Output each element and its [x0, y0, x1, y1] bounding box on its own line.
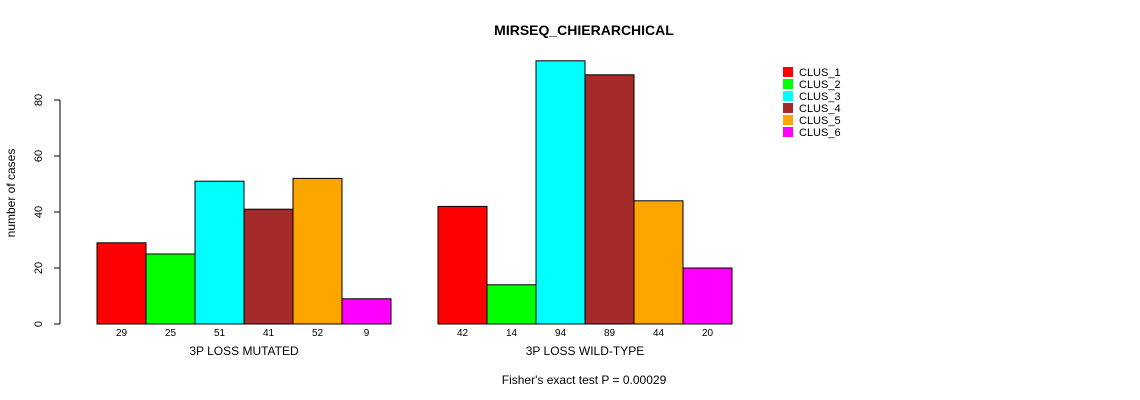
legend-label-clus-2: CLUS_2	[799, 79, 841, 91]
count-label-group2-clus-1: 42	[457, 328, 469, 339]
count-label-group1-clus-4: 41	[263, 328, 275, 339]
y-tick-label-80: 80	[33, 94, 45, 106]
legend-label-clus-4: CLUS_4	[799, 103, 841, 115]
count-label-group1-clus-6: 9	[364, 328, 370, 339]
chart-title: MIRSEQ_CHIERARCHICAL	[494, 22, 674, 38]
group-labels: 3P LOSS MUTATED 3P LOSS WILD-TYPE	[189, 344, 644, 358]
y-tick-label-0: 0	[33, 321, 45, 327]
legend-label-clus-3: CLUS_3	[799, 91, 841, 103]
y-tick-label-40: 40	[33, 206, 45, 218]
bar-group2-clus-3	[535, 60, 586, 325]
bar-group2-clus-5	[633, 200, 684, 325]
bars	[96, 60, 733, 325]
group-label-1: 3P LOSS MUTATED	[189, 344, 299, 358]
count-label-group2-clus-5: 44	[653, 328, 665, 339]
bar-group2-clus-1	[437, 205, 488, 325]
legend-swatch-clus-2	[783, 79, 793, 89]
legend-swatch-clus-1	[783, 67, 793, 77]
bar-group2-clus-6	[682, 267, 733, 325]
y-axis-label: number of cases	[4, 149, 18, 238]
y-tick-label-20: 20	[33, 262, 45, 274]
bar-group1-clus-1	[96, 242, 147, 325]
legend-label-clus-1: CLUS_1	[799, 67, 841, 79]
y-tick-label-60: 60	[33, 150, 45, 162]
count-label-group2-clus-3: 94	[555, 328, 567, 339]
group-label-2: 3P LOSS WILD-TYPE	[526, 344, 644, 358]
count-label-group2-clus-2: 14	[506, 328, 518, 339]
y-axis: 0 20 40 60 80	[33, 94, 61, 327]
bar-group1-clus-3	[194, 180, 245, 325]
legend-swatch-clus-6	[783, 127, 793, 137]
bar-group1-clus-4	[243, 208, 294, 325]
count-label-group1-clus-3: 51	[214, 328, 226, 339]
bar-group1-clus-5	[292, 177, 343, 325]
count-label-group1-clus-2: 25	[165, 328, 177, 339]
legend-swatch-clus-3	[783, 91, 793, 101]
legend-swatch-clus-4	[783, 103, 793, 113]
count-labels: 29 25 51 41 52 9 42 14 94 89 44 20	[116, 328, 714, 339]
count-label-group2-clus-4: 89	[604, 328, 616, 339]
legend-swatch-clus-5	[783, 115, 793, 125]
fisher-test-annotation: Fisher's exact test P = 0.00029	[502, 373, 667, 387]
legend-label-clus-5: CLUS_5	[799, 115, 841, 127]
count-label-group2-clus-6: 20	[702, 328, 714, 339]
bar-group1-clus-2	[145, 253, 196, 325]
bar-group2-clus-4	[584, 74, 635, 325]
count-label-group1-clus-1: 29	[116, 328, 128, 339]
bar-group1-clus-6	[341, 298, 392, 325]
legend-label-clus-6: CLUS_6	[799, 127, 841, 139]
bar-group2-clus-2	[486, 284, 537, 325]
count-label-group1-clus-5: 52	[312, 328, 324, 339]
